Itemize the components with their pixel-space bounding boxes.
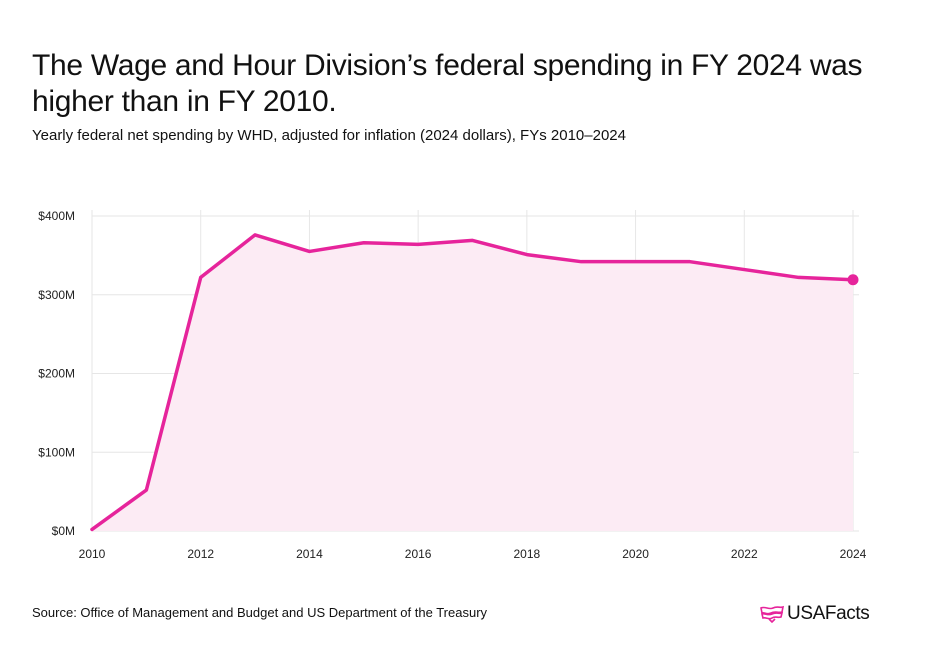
area-fill-layer [92,234,853,531]
x-tick-label: 2010 [79,547,106,561]
y-axis-ticks: $0M $100M $200M $300M $400M [38,209,75,538]
y-tick-label: $400M [38,209,75,223]
series-line [90,233,855,532]
x-tick-label: 2020 [622,547,649,561]
x-tick-label: 2016 [405,547,432,561]
chart-subtitle: Yearly federal net spending by WHD, adju… [32,127,626,144]
chart-title: The Wage and Hour Division’s federal spe… [32,49,863,118]
usafacts-flag-icon [760,605,784,623]
y-tick-label: $100M [38,445,75,459]
y-tick-label: $200M [38,367,75,381]
x-tick-label: 2024 [840,547,867,561]
logo-text: USAFacts [787,603,870,624]
x-tick-label: 2022 [731,547,758,561]
series-line-layer [90,233,859,532]
area-fill [92,234,853,531]
end-point-marker [847,274,859,286]
x-tick-label: 2012 [187,547,214,561]
source-note: Source: Office of Management and Budget … [32,605,488,620]
x-tick-label: 2018 [514,547,541,561]
y-tick-label: $0M [52,524,75,538]
x-axis-ticks: 2010 2012 2014 2016 2018 2020 2022 2024 [79,547,867,561]
y-tick-label: $300M [38,288,75,302]
usafacts-logo: USAFacts [760,601,870,627]
x-tick-label: 2014 [296,547,323,561]
